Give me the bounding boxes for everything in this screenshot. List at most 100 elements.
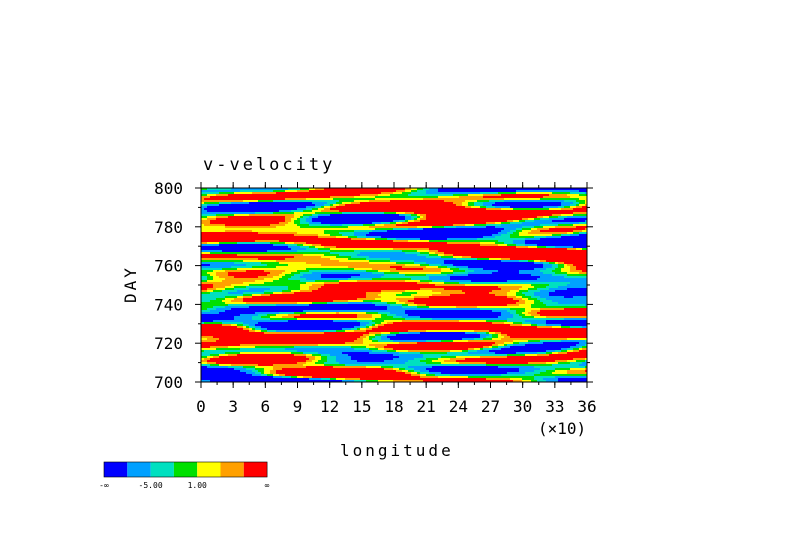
contour-cell <box>402 192 406 195</box>
contour-cell <box>465 202 469 205</box>
contour-cell <box>438 192 442 195</box>
contour-cell <box>363 198 367 201</box>
contour-cell <box>579 208 583 211</box>
contour-cell <box>201 190 205 193</box>
contour-cell <box>369 192 373 195</box>
contour-cell <box>468 198 472 201</box>
contour-cell <box>381 192 385 195</box>
contour-cell <box>477 188 481 191</box>
contour-cell <box>309 208 313 211</box>
contour-cell <box>429 192 433 195</box>
contour-cell <box>252 188 256 191</box>
contour-cell <box>426 204 430 207</box>
contour-cell <box>276 204 280 207</box>
contour-cell <box>459 202 463 205</box>
contour-cell <box>369 190 373 193</box>
contour-cell <box>279 206 283 209</box>
contour-cell <box>417 208 421 211</box>
contour-cell <box>318 208 322 211</box>
contour-cell <box>222 192 226 195</box>
contour-cell <box>561 202 565 205</box>
contour-cell <box>285 196 289 199</box>
contour-cell <box>324 196 328 199</box>
contour-cell <box>366 194 370 197</box>
contour-cell <box>291 198 295 201</box>
contour-cell <box>576 200 580 203</box>
contour-cell <box>255 202 259 205</box>
contour-cell <box>201 202 205 205</box>
contour-cell <box>327 196 331 199</box>
contour-cell <box>411 202 415 205</box>
contour-cell <box>561 194 565 197</box>
contour-cell <box>564 196 568 199</box>
contour-cell <box>441 190 445 193</box>
contour-cell <box>510 196 514 199</box>
contour-cell <box>441 206 445 209</box>
contour-cell <box>303 206 307 209</box>
contour-cell <box>225 198 229 201</box>
contour-cell <box>540 192 544 195</box>
contour-cell <box>498 200 502 203</box>
contour-cell <box>228 190 232 193</box>
contour-cell <box>345 196 349 199</box>
contour-cell <box>459 208 463 211</box>
contour-cell <box>267 208 271 211</box>
contour-cell <box>309 194 313 197</box>
contour-cell <box>558 198 562 201</box>
contour-cell <box>270 190 274 193</box>
contour-cell <box>525 196 529 199</box>
contour-cell <box>378 190 382 193</box>
contour-cell <box>516 202 520 205</box>
contour-cell <box>555 204 559 207</box>
contour-cell <box>558 196 562 199</box>
contour-cell <box>420 190 424 193</box>
contour-cell <box>339 202 343 205</box>
contour-cell <box>468 192 472 195</box>
contour-cell <box>417 200 421 203</box>
contour-cell <box>339 208 343 211</box>
contour-cell <box>420 202 424 205</box>
contour-cell <box>432 208 436 211</box>
contour-cell <box>333 190 337 193</box>
contour-cell <box>339 192 343 195</box>
contour-cell <box>378 192 382 195</box>
contour-cell <box>456 204 460 207</box>
contour-cell <box>264 196 268 199</box>
contour-cell <box>282 200 286 203</box>
contour-cell <box>249 188 253 191</box>
contour-cell <box>246 206 250 209</box>
contour-cell <box>534 192 538 195</box>
contour-cell <box>255 206 259 209</box>
contour-cell <box>291 194 295 197</box>
contour-cell <box>306 196 310 199</box>
contour-cell <box>414 198 418 201</box>
contour-cell <box>324 198 328 201</box>
contour-cell <box>567 194 571 197</box>
contour-cell <box>288 206 292 209</box>
contour-cell <box>300 204 304 207</box>
contour-cell <box>306 194 310 197</box>
contour-cell <box>276 206 280 209</box>
contour-cell <box>438 206 442 209</box>
contour-cell <box>453 188 457 191</box>
contour-cell <box>516 188 520 191</box>
contour-cell <box>381 190 385 193</box>
contour-cell <box>576 206 580 209</box>
contour-cell <box>210 202 214 205</box>
contour-cell <box>447 188 451 191</box>
contour-cell <box>561 188 565 191</box>
contour-cell <box>306 202 310 205</box>
contour-cell <box>318 192 322 195</box>
contour-cell <box>378 206 382 209</box>
contour-cell <box>213 194 217 197</box>
contour-cell <box>561 198 565 201</box>
contour-cell <box>489 194 493 197</box>
plot-area <box>200 187 588 383</box>
contour-cell <box>441 202 445 205</box>
contour-cell <box>450 204 454 207</box>
contour-cell <box>579 192 583 195</box>
contour-cell <box>579 190 583 193</box>
contour-cell <box>516 198 520 201</box>
contour-cell <box>513 196 517 199</box>
contour-cell <box>429 196 433 199</box>
